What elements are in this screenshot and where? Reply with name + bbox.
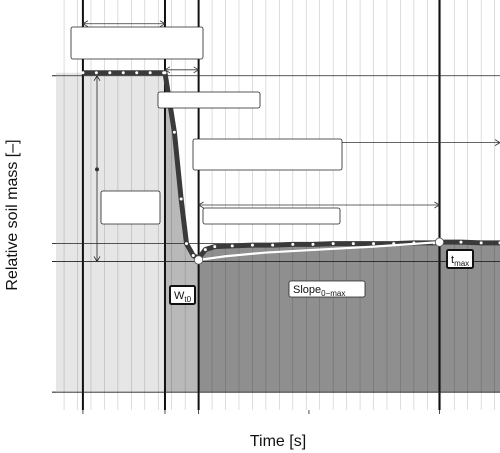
data-point (94, 71, 98, 75)
marker-label-w-t0-box (169, 285, 196, 305)
arrow-immersion-phase-head-left (164, 66, 171, 74)
data-point (291, 242, 295, 246)
data-point (179, 197, 183, 201)
label-slope: Slope0−max (293, 284, 345, 298)
data-point (203, 248, 207, 252)
data-point (81, 71, 85, 75)
y-axis (52, 75, 56, 393)
series-points (81, 71, 500, 265)
slope-line (198, 241, 440, 262)
fill-phase-2 (164, 72, 199, 393)
label-archimedes-buoyancy-box (100, 190, 161, 225)
label-quantislaketest-box (192, 138, 343, 171)
arrow-quantislaketest-head-right (494, 139, 500, 146)
arrow-early-increase-head-left (197, 201, 204, 209)
data-point (372, 242, 376, 246)
data-point (311, 242, 315, 246)
arrow-preparation-phase-head-left (82, 20, 89, 28)
y-axis-title: Relative soil mass [–] (4, 139, 21, 290)
data-point (412, 241, 416, 245)
marker-label-t-max-box (446, 249, 474, 269)
annotation-labels: Slope0−max Wt0 tmax (70, 26, 474, 305)
arrow-archimedes-head-bottom (93, 256, 101, 263)
marker-label-w-t0: Wt0 (174, 290, 192, 304)
data-point (191, 254, 195, 258)
archimedes-dot (95, 167, 99, 172)
data-point (185, 242, 189, 246)
data-point (135, 71, 139, 75)
data-point (121, 71, 125, 75)
data-point (479, 241, 483, 245)
arrow-preparation-phase-head-right (159, 20, 166, 28)
label-immersion-phase-box (157, 91, 261, 109)
data-point (172, 130, 176, 134)
data-point (459, 240, 463, 244)
marker-label-main: W (174, 290, 185, 302)
arrow-immersion-phase-head-right (193, 66, 200, 74)
arrow-early-increase-head-right (434, 201, 441, 209)
marker-point-w-t0 (194, 255, 204, 265)
marker-label-sub: t0 (184, 295, 191, 304)
data-point (148, 71, 152, 75)
data-point (163, 71, 167, 75)
series-lines (82, 70, 500, 262)
marker-label-t-max: tmax (451, 254, 469, 268)
x-axis (82, 410, 440, 414)
fill-phase-1 (56, 72, 165, 393)
data-point (351, 242, 355, 246)
arrow-archimedes-head-top (93, 74, 101, 81)
data-point (432, 241, 436, 245)
x-axis-title: Time [s] (250, 433, 306, 450)
data-point (108, 71, 112, 75)
label-slope-sub: 0−max (321, 289, 345, 298)
label-preparation-phase-box (70, 26, 204, 60)
fill-phase-3 (198, 242, 500, 393)
data-point (331, 242, 335, 246)
data-point (392, 242, 396, 246)
data-point (250, 243, 254, 247)
label-slope-box (288, 280, 366, 298)
data-point (213, 245, 217, 249)
label-early-increase-box (202, 207, 341, 225)
data-point (271, 243, 275, 247)
marker-point-t-max (434, 237, 445, 247)
marker-label-main: t (451, 254, 454, 266)
data-point (230, 244, 234, 248)
label-slope-main: Slope (293, 284, 321, 296)
marker-label-sub: max (454, 259, 469, 268)
